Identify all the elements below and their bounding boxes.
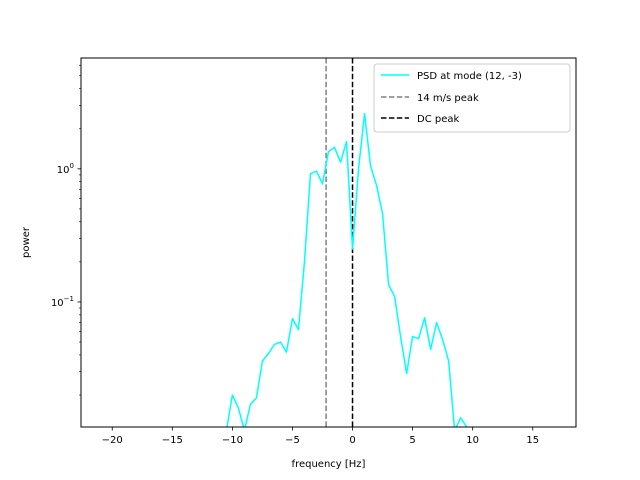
legend: PSD at mode (12, -3) 14 m/s peak DC peak [373,63,571,133]
legend-label-14ms-peak: 14 m/s peak [417,93,479,104]
y-axis-label: power [21,226,32,258]
y-tick-label: 100 [57,162,74,176]
legend-label-psd: PSD at mode (12, -3) [417,71,522,82]
legend-label-dc-peak: DC peak [417,114,459,125]
x-tick-label: −15 [162,435,183,446]
legend-box [373,63,571,133]
x-tick-label: −5 [285,435,300,446]
x-tick-label: −20 [102,435,123,446]
x-tick-label: 15 [526,435,539,446]
x-tick-label: 5 [409,435,415,446]
x-tick-label: 10 [466,435,479,446]
x-tick-label: −10 [222,435,243,446]
plot-frame [80,57,577,428]
y-tick-label: 10−1 [51,295,74,309]
series-line-0 [226,112,469,427]
x-tick-label: 0 [349,435,355,446]
x-axis-label: frequency [Hz] [292,459,366,470]
